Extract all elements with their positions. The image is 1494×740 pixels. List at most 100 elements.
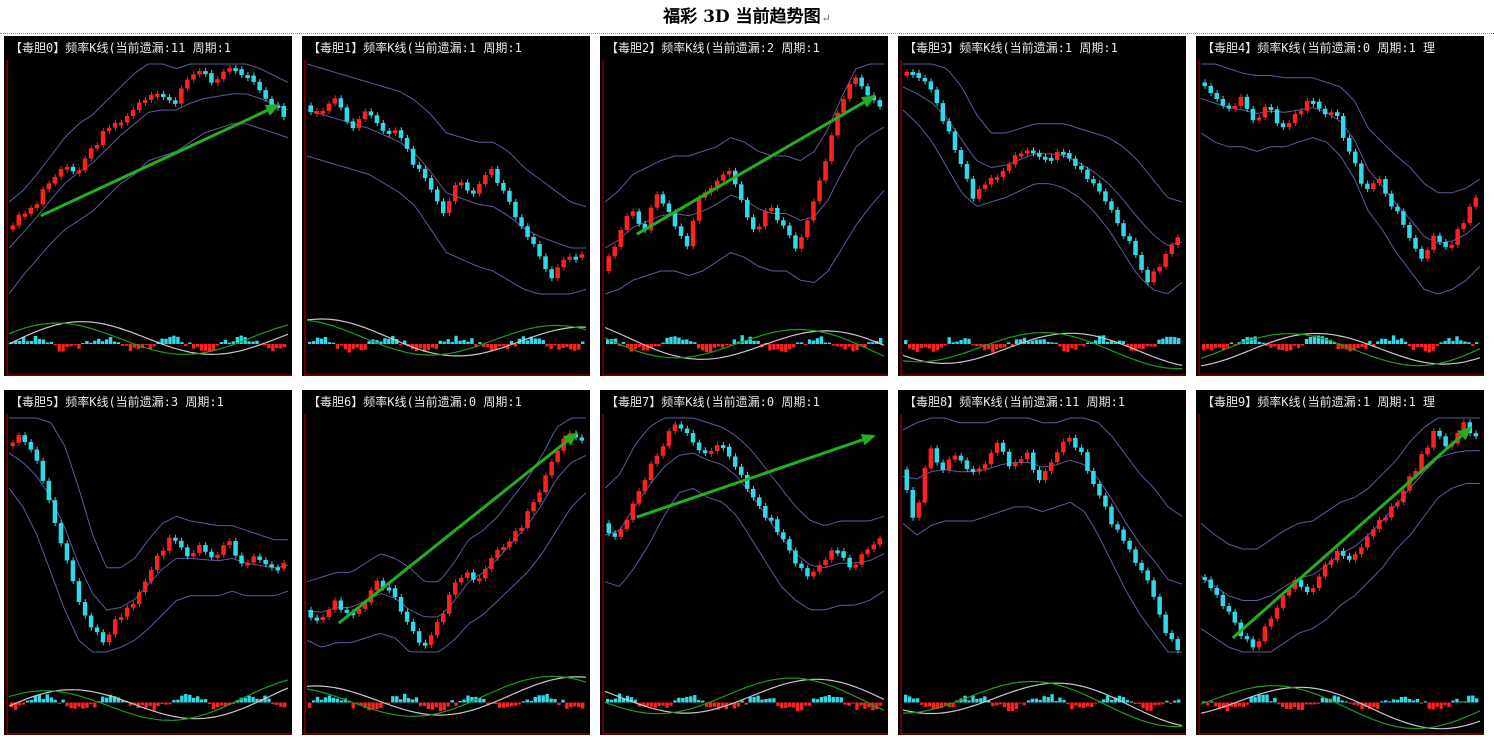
middle-band-line [306,109,586,249]
histogram-bar [792,344,796,348]
histogram-bar [1285,344,1289,351]
histogram-bar [1157,702,1161,705]
histogram-bar [625,695,630,703]
candle [435,622,440,636]
candle [173,537,178,541]
candle [209,551,214,558]
histogram-bar [1332,695,1336,703]
chart-svg [602,60,888,376]
candle [1310,100,1316,104]
histogram-bar [279,344,283,349]
histogram-bar [923,702,928,707]
histogram-bar [911,344,916,350]
histogram-bar [1010,344,1015,347]
candle [404,611,410,622]
histogram-bar [1388,701,1392,703]
candle [143,581,148,593]
histogram-bar [867,702,871,708]
histogram-bar [196,344,200,347]
histogram-bar [1427,702,1431,709]
candle [958,150,964,164]
histogram-bar [327,695,332,703]
candle [1256,117,1262,121]
histogram-bar [995,344,999,350]
histogram-bar [387,338,391,344]
candle [726,170,732,175]
candle [1103,191,1108,202]
candle [579,437,584,441]
histogram-bar [223,340,228,344]
chart-title: 【毒胆5】频率K线(当前遗漏:3 周期:1 [10,395,224,409]
candle [531,237,536,245]
histogram-bar [1475,698,1479,703]
candle [34,204,40,208]
histogram-bar [17,702,22,706]
candle [40,189,46,205]
candle [636,211,642,224]
histogram-bar [756,695,760,703]
middle-band-line [306,454,587,618]
histogram-bar [1202,344,1206,351]
histogram-bar [521,701,526,703]
histogram-bar [1297,344,1301,349]
candle [501,182,506,191]
green-oscillator-line [902,332,1183,370]
histogram-bar [184,344,188,346]
candle [447,201,452,214]
histogram-bar [144,344,148,346]
candle [10,442,15,446]
candle [829,135,834,162]
histogram-bar [450,700,454,703]
candle [561,259,566,268]
histogram-bar [1046,342,1050,344]
histogram-bar [645,702,649,706]
histogram-bar [323,697,328,703]
histogram-bar [474,344,478,348]
histogram-bar [1384,338,1388,344]
histogram-bar [1455,336,1459,344]
histogram-bar [1439,342,1443,344]
lower-band-line [604,487,885,611]
histogram-bar [1149,702,1153,711]
histogram-bar [1391,335,1396,344]
histogram-bar [999,344,1003,349]
histogram-bar [363,344,367,350]
candle [161,93,166,98]
candle [422,642,428,646]
histogram-bar [1269,344,1273,348]
histogram-bar [720,344,725,348]
candle [1208,579,1213,589]
candle [1383,517,1388,521]
histogram-bar [811,698,816,703]
histogram-bar [426,702,431,709]
histogram-bar [772,698,776,703]
histogram-bar [1391,699,1396,703]
histogram-bar [406,698,411,703]
candle [1133,549,1138,563]
histogram-bar [271,344,275,351]
histogram-bar [908,696,912,703]
candle [1091,179,1096,184]
histogram-bar [116,697,121,703]
histogram-bar [1336,344,1340,349]
histogram-bar [919,702,924,705]
candle [483,175,488,184]
histogram-bar [1014,702,1019,709]
candle [58,523,64,544]
histogram-bar [724,344,729,345]
histogram-bar [1002,702,1007,708]
middle-band-line [1200,98,1481,244]
histogram-bar [275,344,279,349]
histogram-bar [319,699,324,703]
candle [1473,197,1478,207]
histogram-bar [1221,702,1226,709]
histogram-bar [935,702,940,709]
chart-title: 【毒胆9】频率K线(当前遗漏:1 周期:1 理 [1202,395,1436,409]
histogram-bar [839,344,843,347]
candle [970,469,976,472]
lower-band-line [1200,132,1481,295]
histogram-bar [1285,702,1289,709]
upper-band-line [9,417,288,569]
histogram-bar [1006,342,1011,344]
histogram-bar [843,344,847,350]
